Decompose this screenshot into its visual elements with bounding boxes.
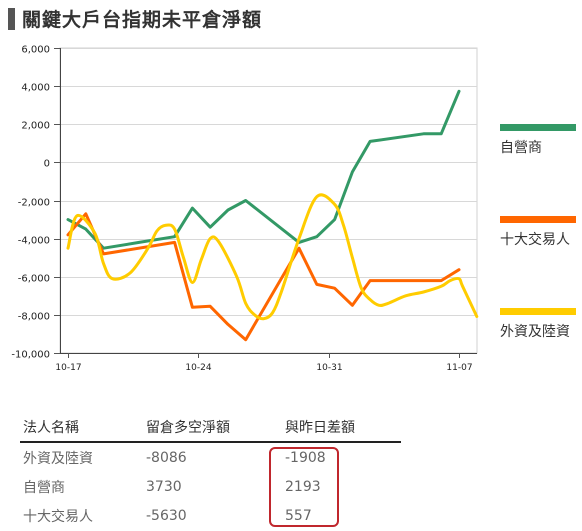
y-tick-label: 4,000 xyxy=(21,83,50,94)
table-row: 外資及陸資 -8086 -1908 xyxy=(20,442,401,472)
summary-table: 法人名稱 留倉多空淨額 與昨日差額 外資及陸資 -8086 -1908 自營商 … xyxy=(20,413,401,530)
page-title: 關鍵大戶台指期未平倉淨額 xyxy=(22,9,263,31)
y-tick-label: 0 xyxy=(44,159,50,170)
table-row: 自營商 3730 2193 xyxy=(20,472,401,501)
legend-swatch-1 xyxy=(500,216,576,223)
series-line-0 xyxy=(66,89,461,250)
table-row: 十大交易人 -5630 557 xyxy=(20,501,401,530)
x-tick-label: 10-17 xyxy=(55,363,81,373)
header-daily-change: 與昨日差額 xyxy=(283,413,401,443)
row-daily-change: 557 xyxy=(285,507,312,524)
y-tick-label: -4,000 xyxy=(18,236,50,247)
header-net-position: 留倉多空淨額 xyxy=(146,413,283,443)
row-daily-change: -1908 xyxy=(285,449,326,466)
y-tick-label: -2,000 xyxy=(18,198,50,209)
header-name: 法人名稱 xyxy=(20,413,146,443)
row-name: 十大交易人 xyxy=(23,508,93,525)
line-chart: 6,000 4,000 2,000 0 -2,000 -4,000 -6,000 -8,000… xyxy=(11,45,576,373)
y-tick-label: 6,000 xyxy=(21,45,50,56)
row-net-position: 3730 xyxy=(146,478,182,495)
y-tick-label: -6,000 xyxy=(18,274,50,285)
row-net-position: -5630 xyxy=(146,507,187,524)
legend-swatch-0 xyxy=(500,124,576,131)
y-tick-label: -10,000 xyxy=(11,350,50,361)
series-line-1 xyxy=(66,212,461,342)
legend-label-1: 十大交易人 xyxy=(500,231,570,248)
x-tick-label: 10-24 xyxy=(185,363,211,373)
legend-label-2: 外資及陸資 xyxy=(500,324,570,340)
title-accent-bar xyxy=(8,8,15,30)
y-tick-label: -8,000 xyxy=(18,312,50,323)
table-header-row: 法人名稱 留倉多空淨額 與昨日差額 xyxy=(20,413,401,443)
row-net-position: -8086 xyxy=(146,449,187,466)
legend-swatch-2 xyxy=(500,308,576,315)
x-tick-label: 10-31 xyxy=(316,363,342,373)
plot-border xyxy=(59,47,478,354)
x-tick-label: 11-07 xyxy=(446,363,472,373)
row-name: 自營商 xyxy=(23,479,65,496)
y-tick-label: 2,000 xyxy=(21,121,50,132)
series-line-2 xyxy=(66,193,479,321)
row-name: 外資及陸資 xyxy=(23,450,93,467)
legend-label-0: 自營商 xyxy=(500,140,542,156)
row-daily-change: 2193 xyxy=(285,478,321,495)
daily-change-highlight-box xyxy=(269,447,339,527)
